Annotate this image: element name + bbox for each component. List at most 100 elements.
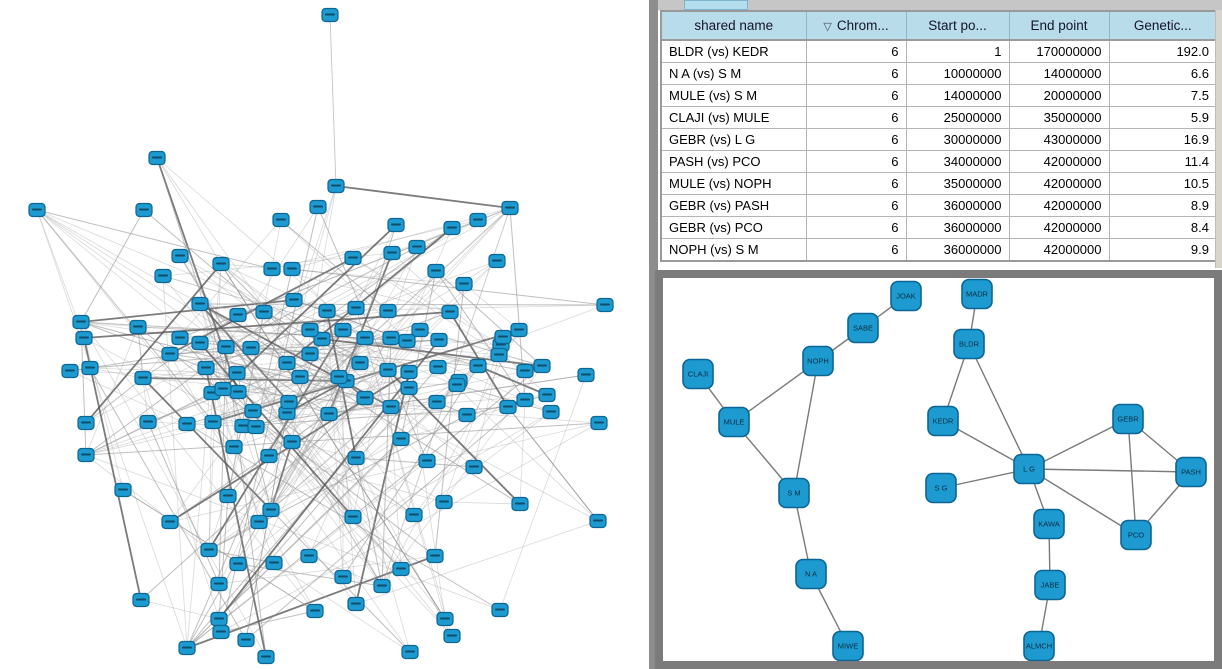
node-pash[interactable]: PASH bbox=[1175, 456, 1207, 488]
table-row[interactable]: GEBR (vs) PCO 6 36000000 42000000 8.4 bbox=[660, 216, 1218, 239]
node[interactable] bbox=[392, 561, 410, 577]
table-row[interactable]: N A (vs) S M 6 10000000 14000000 6.6 bbox=[660, 62, 1218, 85]
node[interactable] bbox=[301, 346, 319, 362]
node[interactable] bbox=[330, 369, 348, 385]
table-row[interactable]: CLAJI (vs) MULE 6 25000000 35000000 5.9 bbox=[660, 106, 1218, 129]
table-row[interactable]: PASH (vs) PCO 6 34000000 42000000 11.4 bbox=[660, 150, 1218, 173]
node[interactable] bbox=[210, 611, 228, 627]
node[interactable] bbox=[247, 419, 265, 435]
node[interactable] bbox=[443, 628, 461, 644]
node-s-m[interactable]: S M bbox=[778, 477, 810, 509]
table-scrollbar[interactable] bbox=[1215, 10, 1222, 268]
node[interactable] bbox=[373, 578, 391, 594]
node[interactable] bbox=[81, 360, 99, 376]
node[interactable] bbox=[306, 603, 324, 619]
node[interactable] bbox=[465, 459, 483, 475]
filter-icon[interactable]: ▽ bbox=[823, 21, 832, 33]
node[interactable] bbox=[154, 268, 172, 284]
node-noph[interactable]: NOPH bbox=[802, 345, 834, 377]
node-s-g[interactable]: S G bbox=[925, 472, 957, 504]
node[interactable] bbox=[237, 632, 255, 648]
node[interactable] bbox=[129, 319, 147, 335]
node[interactable] bbox=[77, 447, 95, 463]
node-n-a[interactable]: N A bbox=[795, 558, 827, 590]
node[interactable] bbox=[228, 365, 246, 381]
column-header-start-point[interactable]: Start po... bbox=[905, 10, 1010, 41]
node-kawa[interactable]: KAWA bbox=[1033, 508, 1065, 540]
node[interactable] bbox=[171, 248, 189, 264]
node[interactable] bbox=[272, 212, 290, 228]
node[interactable] bbox=[283, 261, 301, 277]
node[interactable] bbox=[382, 330, 400, 346]
node[interactable] bbox=[320, 406, 338, 422]
node[interactable] bbox=[75, 330, 93, 346]
small-network-panel[interactable]: JOAK MADR SABE BLDR NOPH CLAJI GEBR KEDR MULE L G… bbox=[655, 270, 1222, 669]
table-row[interactable]: MULE (vs) NOPH 6 35000000 42000000 10.5 bbox=[660, 172, 1218, 195]
node[interactable] bbox=[139, 414, 157, 430]
node[interactable] bbox=[427, 263, 445, 279]
node-almch[interactable]: ALMCH bbox=[1023, 630, 1055, 661]
node[interactable] bbox=[161, 346, 179, 362]
node[interactable] bbox=[191, 296, 209, 312]
node[interactable] bbox=[347, 300, 365, 316]
node-mule[interactable]: MULE bbox=[718, 406, 750, 438]
node[interactable] bbox=[441, 304, 459, 320]
node[interactable] bbox=[217, 339, 235, 355]
node[interactable] bbox=[61, 363, 79, 379]
node[interactable] bbox=[214, 381, 232, 397]
node[interactable] bbox=[210, 576, 228, 592]
node[interactable] bbox=[327, 178, 345, 194]
node[interactable] bbox=[379, 362, 397, 378]
large-network-canvas[interactable] bbox=[0, 0, 649, 669]
node[interactable] bbox=[72, 314, 90, 330]
node[interactable] bbox=[379, 303, 397, 319]
node-miwe[interactable]: MIWE bbox=[832, 630, 864, 661]
node[interactable] bbox=[309, 199, 327, 215]
node[interactable] bbox=[114, 482, 132, 498]
node[interactable] bbox=[262, 502, 280, 518]
node[interactable] bbox=[469, 358, 487, 374]
column-header-end-point[interactable]: End point bbox=[1008, 10, 1110, 41]
node-l-g[interactable]: L G bbox=[1013, 453, 1045, 485]
node[interactable] bbox=[455, 276, 473, 292]
node[interactable] bbox=[212, 256, 230, 272]
node[interactable] bbox=[134, 370, 152, 386]
node[interactable] bbox=[511, 496, 529, 512]
node[interactable] bbox=[351, 355, 369, 371]
node[interactable] bbox=[542, 404, 560, 420]
node[interactable] bbox=[400, 364, 418, 380]
node[interactable] bbox=[387, 217, 405, 233]
node[interactable] bbox=[250, 514, 268, 530]
node[interactable] bbox=[510, 322, 528, 338]
node[interactable] bbox=[590, 415, 608, 431]
node[interactable] bbox=[132, 592, 150, 608]
node[interactable] bbox=[429, 359, 447, 375]
node-sabe[interactable]: SABE bbox=[847, 312, 879, 344]
node[interactable] bbox=[436, 611, 454, 627]
node[interactable] bbox=[204, 414, 222, 430]
node[interactable] bbox=[263, 261, 281, 277]
node[interactable] bbox=[344, 250, 362, 266]
node[interactable] bbox=[516, 392, 534, 408]
node[interactable] bbox=[428, 394, 446, 410]
node[interactable] bbox=[229, 384, 247, 400]
node-pco[interactable]: PCO bbox=[1120, 519, 1152, 551]
node[interactable] bbox=[148, 150, 166, 166]
node[interactable] bbox=[200, 542, 218, 558]
table-row[interactable]: BLDR (vs) KEDR 6 1 170000000 192.0 bbox=[660, 39, 1218, 63]
node[interactable] bbox=[171, 330, 189, 346]
node[interactable] bbox=[161, 514, 179, 530]
node[interactable] bbox=[392, 431, 410, 447]
node[interactable] bbox=[278, 355, 296, 371]
node[interactable] bbox=[321, 7, 339, 23]
node[interactable] bbox=[443, 220, 461, 236]
panel-splitter[interactable] bbox=[649, 0, 658, 669]
node[interactable] bbox=[334, 569, 352, 585]
node-jabe[interactable]: JABE bbox=[1034, 569, 1066, 601]
node[interactable] bbox=[418, 453, 436, 469]
node[interactable] bbox=[356, 330, 374, 346]
node[interactable] bbox=[260, 448, 278, 464]
node[interactable] bbox=[426, 548, 444, 564]
node[interactable] bbox=[448, 377, 466, 393]
node[interactable] bbox=[488, 253, 506, 269]
